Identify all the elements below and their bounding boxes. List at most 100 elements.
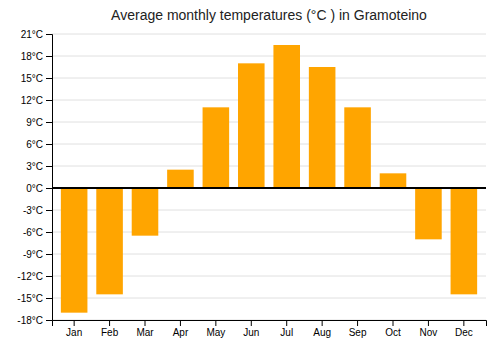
tick-label: May	[206, 327, 225, 338]
tick: Oct	[385, 320, 401, 338]
tick-label: Jul	[280, 327, 293, 338]
bar	[451, 188, 478, 294]
plot: -18°C -15°C -12°C -9°C -6°C -3°C 0°C 3°C 6°C 9°C 1…	[17, 29, 486, 338]
axis-line	[46, 35, 53, 321]
tick-label: -12°C	[17, 271, 43, 282]
tick-mark	[46, 56, 52, 57]
tick-label: -15°C	[17, 293, 43, 304]
tick-mark	[46, 100, 52, 101]
grid-line	[52, 122, 486, 123]
tick-label: 3°C	[26, 161, 43, 172]
tick-mark	[322, 320, 323, 326]
grid-line	[52, 188, 486, 189]
tick: Jan	[66, 320, 82, 338]
tick: -12°C	[17, 271, 52, 282]
tick-label: Mar	[136, 327, 154, 338]
tick-label: -9°C	[23, 249, 43, 260]
tick-mark	[46, 188, 52, 189]
tick: May	[206, 320, 225, 338]
tick: 6°C	[26, 139, 52, 150]
tick-label: Dec	[455, 327, 473, 338]
grid-line	[52, 166, 486, 167]
tick-mark	[46, 78, 52, 79]
tick-mark	[463, 320, 464, 326]
tick-label: Aug	[313, 327, 331, 338]
tick-mark	[46, 210, 52, 211]
tick: Feb	[101, 320, 119, 338]
grid	[52, 34, 486, 320]
bar	[415, 188, 442, 239]
bar	[61, 188, 88, 313]
tick: -15°C	[17, 293, 52, 304]
tick-mark	[46, 298, 52, 299]
tick: 21°C	[21, 29, 52, 40]
grid-line	[52, 78, 486, 79]
tick-mark	[393, 320, 394, 326]
bar	[203, 107, 230, 188]
tick: Aug	[313, 320, 331, 338]
tick-label: 18°C	[21, 51, 43, 62]
tick-label: -6°C	[23, 227, 43, 238]
bar	[273, 45, 300, 188]
bar	[344, 107, 371, 188]
bars	[61, 45, 477, 313]
x-axis: Jan Feb Mar Apr May Jun Jul Aug Sep Oct Nov Dec	[53, 320, 487, 338]
grid-line	[52, 100, 486, 101]
tick: Nov	[420, 320, 438, 338]
tick-mark	[428, 320, 429, 326]
tick-mark	[251, 320, 252, 326]
tick-mark	[46, 254, 52, 255]
axis-line	[53, 321, 487, 327]
tick: 15°C	[21, 73, 52, 84]
bar	[380, 173, 407, 188]
grid-line	[52, 56, 486, 57]
tick-label: Jan	[66, 327, 82, 338]
tick-mark	[46, 166, 52, 167]
tick: -9°C	[23, 249, 52, 260]
tick-mark	[46, 122, 52, 123]
tick: 3°C	[26, 161, 52, 172]
tick-mark	[109, 320, 110, 326]
tick-mark	[145, 320, 146, 326]
tick: Apr	[173, 320, 189, 338]
tick: Jun	[243, 320, 259, 338]
tick-mark	[46, 320, 52, 321]
tick: -6°C	[23, 227, 52, 238]
tick-label: 0°C	[26, 183, 43, 194]
tick-mark	[46, 144, 52, 145]
tick-mark	[46, 276, 52, 277]
tick-label: Oct	[385, 327, 401, 338]
tick-label: Jun	[243, 327, 259, 338]
bar	[238, 63, 265, 188]
tick-mark	[357, 320, 358, 326]
tick-label: 21°C	[21, 29, 43, 40]
tick-mark	[46, 34, 52, 35]
grid-line	[52, 34, 486, 35]
tick: 9°C	[26, 117, 52, 128]
grid-line	[52, 144, 486, 145]
tick-label: Feb	[101, 327, 119, 338]
tick-label: Apr	[173, 327, 189, 338]
tick: Jul	[280, 320, 293, 338]
tick: -3°C	[23, 205, 52, 216]
bar	[132, 188, 159, 236]
tick-label: -3°C	[23, 205, 43, 216]
zero-line	[52, 187, 486, 189]
tick-label: Nov	[420, 327, 438, 338]
tick: 0°C	[26, 183, 52, 194]
tick-label: 15°C	[21, 73, 43, 84]
tick-mark	[286, 320, 287, 326]
tick-mark	[180, 320, 181, 326]
bar	[96, 188, 123, 294]
tick-mark	[215, 320, 216, 326]
tick-label: 9°C	[26, 117, 43, 128]
tick-label: Sep	[349, 327, 367, 338]
tick-mark	[74, 320, 75, 326]
tick: 12°C	[21, 95, 52, 106]
tick-label: -18°C	[17, 315, 43, 326]
tick: Sep	[349, 320, 367, 338]
chart: -18°C -15°C -12°C -9°C -6°C -3°C 0°C 3°C 6°C 9°C 1…	[0, 0, 500, 350]
tick: -18°C	[17, 315, 52, 326]
bar	[309, 67, 336, 188]
title: Average monthly temperatures (°C ) in Gr…	[111, 7, 427, 23]
